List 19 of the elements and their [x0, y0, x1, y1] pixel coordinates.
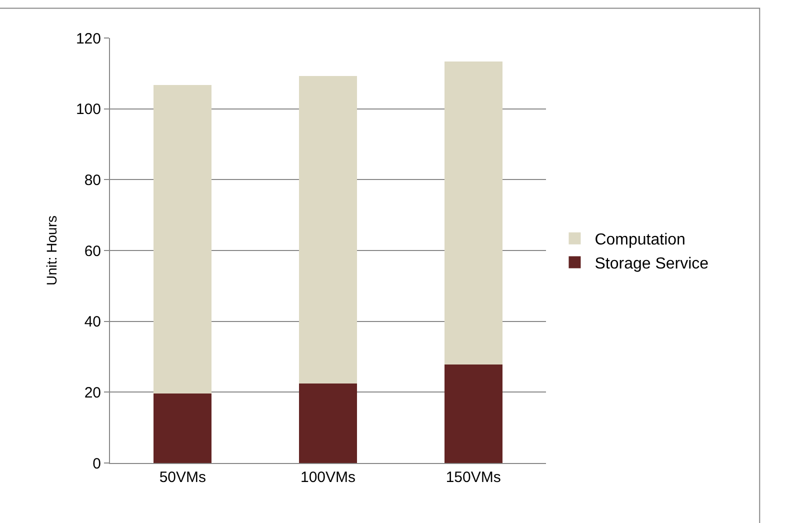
- x-tick-label: 50VMs: [159, 469, 206, 486]
- y-tick-label: 20: [84, 384, 101, 402]
- x-tick-label: 100VMs: [300, 469, 356, 486]
- legend-label: Computation: [594, 232, 686, 249]
- bar: [154, 394, 212, 463]
- legend-label: Storage Service: [594, 255, 709, 272]
- y-tick-label: 0: [92, 455, 101, 472]
- bar: [154, 85, 212, 394]
- y-tick-label: 120: [76, 30, 101, 48]
- bar: [298, 76, 358, 384]
- bar: [444, 61, 502, 365]
- y-tick-label: 80: [84, 172, 101, 189]
- y-tick-label: 60: [84, 242, 101, 260]
- x-tick-label: 150VMs: [446, 469, 501, 486]
- y-tick-label: 40: [84, 314, 101, 331]
- y-axis-title: Unit: Hours: [44, 215, 60, 286]
- y-tick-label: 100: [76, 101, 101, 118]
- bar: [444, 364, 502, 463]
- bar: [298, 383, 358, 463]
